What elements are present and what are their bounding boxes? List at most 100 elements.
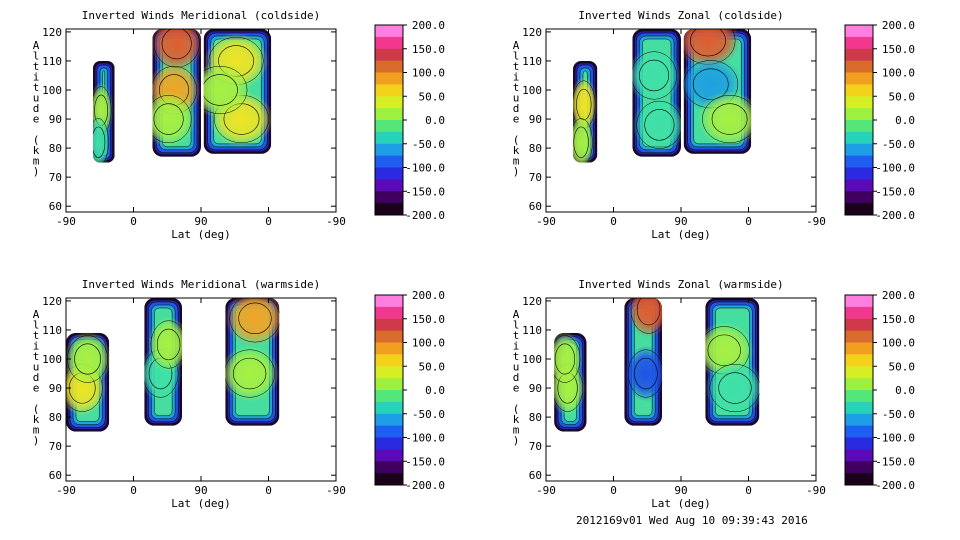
colorbar-label: -50.0 [882, 138, 915, 151]
wind-segment [144, 298, 183, 426]
colorbar-label: 100.0 [412, 337, 445, 350]
colorbar-swatch [845, 473, 873, 486]
colorbar-label: -150.0 [405, 455, 445, 468]
colorbar-swatch [845, 60, 873, 73]
y-tick-label: 100 [42, 84, 62, 97]
colorbar-swatch [845, 449, 873, 462]
x-tick-label: 0 [745, 484, 752, 497]
colorbar-swatch [375, 203, 403, 216]
contour-blob [632, 47, 681, 104]
colorbar: 200.0 150.0 100.0 50.0 0.0 -50.0 -100.0 -150.0 -… [374, 19, 446, 222]
wind-segment [624, 298, 663, 426]
colorbar-swatch [845, 36, 873, 50]
colorbar-label: 0.0 [895, 114, 915, 127]
x-axis-label: Lat (deg) [651, 228, 711, 241]
colorbar-swatch [845, 120, 873, 133]
colorbar-label: 50.0 [419, 360, 446, 373]
colorbar-swatch [375, 72, 403, 85]
colorbar-swatch [375, 36, 403, 50]
y-tick-label: 80 [529, 411, 542, 424]
contour-blob [554, 332, 583, 387]
contour-blob [225, 298, 280, 347]
colorbar-swatch [375, 191, 403, 204]
contour-line [554, 335, 581, 383]
x-tick-label: 90 [194, 484, 207, 497]
colorbar-swatch [375, 318, 403, 332]
colorbar-label: -150.0 [875, 455, 915, 468]
x-tick-label: 0 [265, 215, 272, 228]
wind-segment [152, 29, 201, 157]
colorbar-swatch [375, 143, 403, 157]
x-tick-label: 90 [674, 215, 687, 228]
colorbar-label: 200.0 [882, 19, 915, 32]
chart-title: Inverted Winds Meridional (coldside) [82, 9, 320, 22]
x-tick-label: -90 [56, 215, 76, 228]
colorbar-swatch [375, 461, 403, 474]
y-tick-label: 70 [529, 171, 542, 184]
colorbar-swatch [375, 473, 403, 486]
colorbar-swatch [845, 390, 873, 403]
colorbar-label: 50.0 [889, 90, 916, 103]
colorbar-label: 100.0 [412, 67, 445, 80]
contour-line [636, 100, 682, 149]
contour-line [153, 103, 184, 135]
plot-area [554, 298, 760, 432]
colorbar-swatch [375, 413, 403, 427]
y-tick-label: 110 [522, 55, 542, 68]
colorbar-swatch [845, 203, 873, 216]
colorbar-label: 150.0 [412, 43, 445, 56]
y-tick-label: 80 [49, 411, 62, 424]
colorbar-label: 150.0 [882, 313, 915, 326]
chart-panel-2: 60 70 80 90 100 110 120 -90 0 90 0 -90 Inverted Wind… [513, 9, 915, 241]
contour-blob [152, 29, 201, 72]
colorbar-label: 50.0 [419, 90, 446, 103]
plot-area [93, 29, 272, 163]
x-tick-label: -90 [326, 215, 346, 228]
colorbar-swatch [845, 425, 873, 438]
colorbar-swatch [845, 108, 873, 121]
colorbar-swatch [375, 60, 403, 73]
colorbar-swatch [845, 96, 873, 109]
x-tick-label: 0 [610, 484, 617, 497]
wind-segment [683, 29, 752, 154]
y-tick-label: 60 [529, 469, 542, 482]
colorbar-label: -50.0 [882, 408, 915, 421]
colorbar-label: -150.0 [875, 185, 915, 198]
y-tick-label: 110 [42, 324, 62, 337]
colorbar-swatch [375, 449, 403, 462]
colorbar-label: -50.0 [412, 408, 445, 421]
y-tick-label: 90 [529, 113, 542, 126]
colorbar-swatch [375, 155, 403, 168]
x-tick-label: 0 [130, 484, 137, 497]
y-tick-label: 120 [42, 295, 62, 308]
contour-blob [627, 298, 663, 338]
colorbar-swatch [375, 330, 403, 343]
colorbar-swatch [845, 354, 873, 367]
x-tick-label: -90 [536, 215, 556, 228]
x-axis-label: Lat (deg) [171, 228, 231, 241]
contour-line [690, 29, 726, 57]
wind-segment [705, 298, 760, 426]
contour-blob [152, 91, 196, 148]
contour-line [74, 343, 101, 375]
contour-line [573, 118, 593, 163]
contour-line [630, 298, 663, 334]
contour-line [238, 302, 272, 335]
colorbar-swatch [845, 330, 873, 343]
colorbar-label: -150.0 [405, 185, 445, 198]
colorbar-swatch [845, 461, 873, 474]
colorbar-swatch [845, 378, 873, 391]
y-tick-label: 60 [49, 200, 62, 213]
chart-title: Inverted Winds Zonal (coldside) [578, 9, 783, 22]
colorbar-swatch [375, 425, 403, 438]
colorbar-swatch [845, 342, 873, 355]
x-axis-label: Lat (deg) [651, 497, 711, 510]
colorbar-label: 200.0 [882, 289, 915, 302]
contour-line [152, 94, 192, 144]
colorbar-label: 100.0 [882, 67, 915, 80]
contour-blob [705, 360, 760, 417]
colorbar-swatch [375, 120, 403, 133]
colorbar-swatch [375, 167, 403, 180]
